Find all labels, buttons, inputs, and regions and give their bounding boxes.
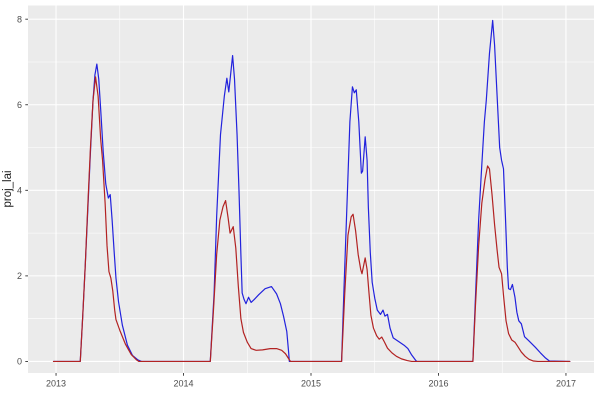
plot-panel: 0 2 4 6 8 2013 2014 2015 2016 2017 — [17, 5, 594, 389]
x-tick-label: 2017 — [556, 379, 576, 389]
x-tick-label: 2014 — [174, 379, 194, 389]
y-tick-label: 0 — [17, 357, 22, 367]
x-tick-label: 2015 — [301, 379, 321, 389]
y-tick-label: 2 — [17, 271, 22, 281]
y-axis-title: proj_lai — [2, 170, 14, 207]
y-tick-label: 8 — [17, 14, 22, 24]
y-tick-label: 6 — [17, 100, 22, 110]
y-tick-label: 4 — [17, 186, 22, 196]
blue-projection-line — [52, 19, 571, 363]
x-tick-label: 2016 — [428, 379, 448, 389]
red-projection-line — [52, 76, 571, 363]
x-tick-label: 2013 — [46, 379, 66, 389]
